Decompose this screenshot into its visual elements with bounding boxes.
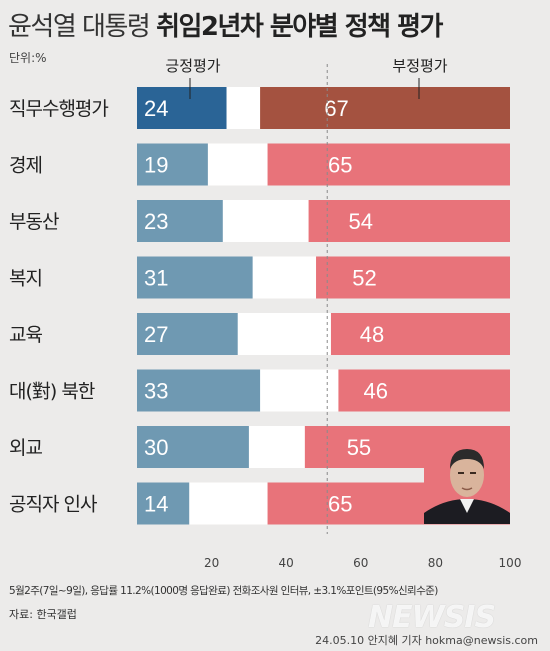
- category-label: 경제: [9, 155, 42, 177]
- value-label-positive: 27: [144, 322, 168, 347]
- value-label-positive: 24: [144, 96, 168, 121]
- x-tick-label: 20: [204, 556, 219, 570]
- title-prefix: 윤석열 대통령: [8, 12, 151, 42]
- value-label-positive: 30: [144, 435, 168, 460]
- credit: 24.05.10 안지혜 기자 hokma@newsis.com: [315, 634, 538, 647]
- watermark-logo: NEWSIS: [368, 600, 496, 635]
- legend-positive: 긍정평가: [165, 57, 220, 75]
- title-highlight: 취임2년차 분야별 정책 평가: [156, 12, 443, 42]
- value-label-negative: 52: [352, 266, 376, 291]
- x-tick-label: 40: [279, 556, 294, 570]
- bar-negative: [267, 143, 510, 186]
- bar-positive: [137, 200, 223, 242]
- value-label-negative: 46: [363, 379, 387, 404]
- value-label-negative: 48: [360, 322, 384, 347]
- bar-negative: [330, 313, 510, 355]
- value-label-negative: 65: [328, 153, 352, 178]
- value-label-positive: 31: [144, 266, 168, 291]
- value-label-negative: 54: [349, 209, 373, 234]
- value-label-negative: 67: [324, 96, 348, 121]
- bar-positive: [137, 369, 261, 412]
- bar-negative: [260, 87, 510, 129]
- category-label: 부동산: [9, 211, 59, 233]
- category-label: 대(對) 북한: [9, 381, 95, 403]
- x-tick-label: 80: [428, 556, 443, 570]
- x-tick-label: 60: [353, 556, 368, 570]
- bar-positive: [137, 482, 190, 525]
- value-label-negative: 65: [328, 492, 352, 517]
- bar-positive: [137, 256, 253, 299]
- footnote: 5월2주(7일~9일), 응답률 11.2%(1000명 응답완료) 전화조사원…: [9, 585, 438, 597]
- bar-negative: [316, 256, 510, 299]
- value-label-positive: 14: [144, 492, 168, 517]
- legend-negative: 부정평가: [392, 57, 447, 75]
- bar-positive: [137, 313, 238, 355]
- unit-label: 단위:%: [9, 51, 47, 65]
- category-label: 직무수행평가: [9, 98, 108, 120]
- category-label: 복지: [9, 268, 42, 290]
- bar-negative: [338, 369, 510, 412]
- bar-positive: [137, 87, 227, 129]
- source: 자료: 한국갤럽: [9, 608, 77, 621]
- x-tick-label: 100: [499, 556, 522, 570]
- category-label: 공직자 인사: [9, 494, 97, 516]
- category-label: 교육: [9, 324, 42, 346]
- person-portrait-icon: [424, 433, 510, 524]
- value-label-positive: 23: [144, 209, 168, 234]
- value-label-positive: 33: [144, 379, 168, 404]
- bar-positive: [137, 143, 208, 186]
- value-label-negative: 55: [347, 435, 371, 460]
- category-label: 외교: [9, 437, 42, 459]
- bar-positive: [137, 426, 249, 468]
- value-label-positive: 19: [144, 153, 168, 178]
- bar-negative: [308, 200, 510, 242]
- chart-title: 윤석열 대통령 취임2년차 분야별 정책 평가: [8, 6, 443, 43]
